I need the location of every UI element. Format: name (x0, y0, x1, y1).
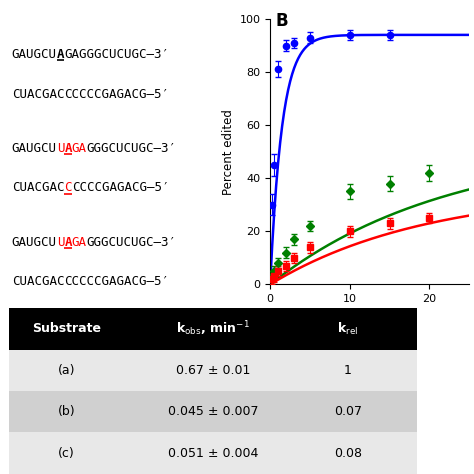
FancyBboxPatch shape (9, 391, 417, 432)
Text: U: U (57, 142, 64, 155)
Text: GA: GA (72, 142, 87, 155)
Text: GAGGGCUCUGC–3′: GAGGGCUCUGC–3′ (64, 48, 169, 61)
Text: U: U (57, 236, 64, 248)
Text: (b): (b) (58, 405, 75, 418)
Text: GGGCUCUGC–3′: GGGCUCUGC–3′ (87, 236, 177, 248)
Text: k$_{\mathrm{obs}}$, min$^{-1}$: k$_{\mathrm{obs}}$, min$^{-1}$ (176, 319, 250, 338)
Text: B: B (276, 12, 288, 30)
Text: CUACGAC: CUACGAC (12, 275, 64, 288)
Text: CUACGAC: CUACGAC (12, 88, 64, 100)
Text: C: C (64, 182, 72, 194)
Text: GAUGCU: GAUGCU (12, 236, 57, 248)
Text: CCCCCGAGACG–5′: CCCCCGAGACG–5′ (64, 88, 169, 100)
Text: CCCCGAGACG–5′: CCCCGAGACG–5′ (72, 182, 169, 194)
Text: A: A (57, 48, 64, 61)
Y-axis label: Percent edited: Percent edited (222, 109, 235, 195)
Text: A: A (64, 142, 72, 155)
Text: GAUGCU: GAUGCU (12, 142, 57, 155)
Text: k$_{\mathrm{rel}}$: k$_{\mathrm{rel}}$ (337, 321, 358, 337)
Text: GGGCUCUGC–3′: GGGCUCUGC–3′ (87, 142, 177, 155)
FancyBboxPatch shape (9, 349, 417, 391)
Text: 1: 1 (344, 364, 352, 377)
Text: GA: GA (72, 236, 87, 248)
Text: A: A (64, 236, 72, 248)
Text: 0.07: 0.07 (334, 405, 362, 418)
FancyBboxPatch shape (9, 432, 417, 474)
Text: GAUGCU: GAUGCU (12, 48, 57, 61)
Text: 0.051 ± 0.004: 0.051 ± 0.004 (168, 447, 258, 460)
Text: (c): (c) (58, 447, 75, 460)
Text: CCCCCGAGACG–5′: CCCCCGAGACG–5′ (64, 275, 169, 288)
FancyBboxPatch shape (9, 308, 417, 349)
Text: 0.67 ± 0.01: 0.67 ± 0.01 (176, 364, 250, 377)
Text: (a): (a) (58, 364, 75, 377)
Text: Substrate: Substrate (32, 322, 101, 335)
Text: 0.045 ± 0.007: 0.045 ± 0.007 (168, 405, 258, 418)
Text: CUACGAC: CUACGAC (12, 182, 64, 194)
Text: 0.08: 0.08 (334, 447, 362, 460)
